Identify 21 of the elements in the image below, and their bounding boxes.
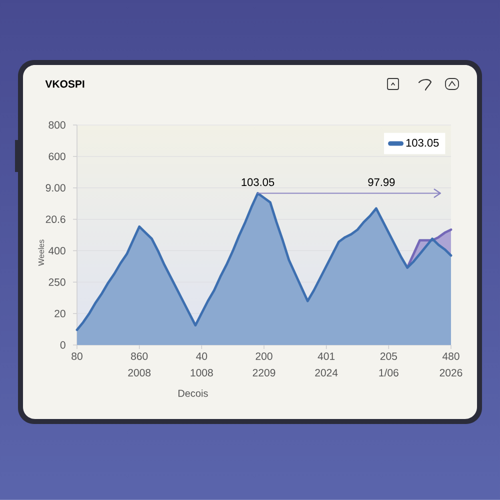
x-tick-label: 401 2024 bbox=[315, 352, 338, 376]
text: 20.6 bbox=[46, 216, 66, 224]
x-tick-label: 480 2026 bbox=[440, 352, 462, 376]
x-tick-label: 40 1008 bbox=[190, 352, 213, 376]
chart-title: VKOSPI bbox=[45, 80, 84, 88]
text: 250 bbox=[48, 278, 66, 286]
y-axis-title: Weeles bbox=[38, 240, 44, 266]
x-axis-title: Decois bbox=[178, 390, 208, 397]
text: 9.00 bbox=[46, 184, 66, 192]
text: 800 bbox=[48, 121, 66, 129]
text: 600 bbox=[48, 152, 66, 160]
legend-label: 103.05 bbox=[406, 138, 439, 147]
text: 103.05 bbox=[242, 178, 274, 186]
text: 20 bbox=[54, 310, 66, 318]
x-tick-label: 205 1/06 bbox=[379, 352, 398, 376]
text: 97.99 bbox=[368, 178, 395, 186]
text: 0 bbox=[60, 341, 66, 349]
x-tick-label: 200 2209 bbox=[252, 352, 276, 376]
x-tick-label: 860 2008 bbox=[128, 352, 151, 376]
x-tick-label: 80 bbox=[72, 352, 82, 360]
text: 400 bbox=[48, 247, 66, 254]
